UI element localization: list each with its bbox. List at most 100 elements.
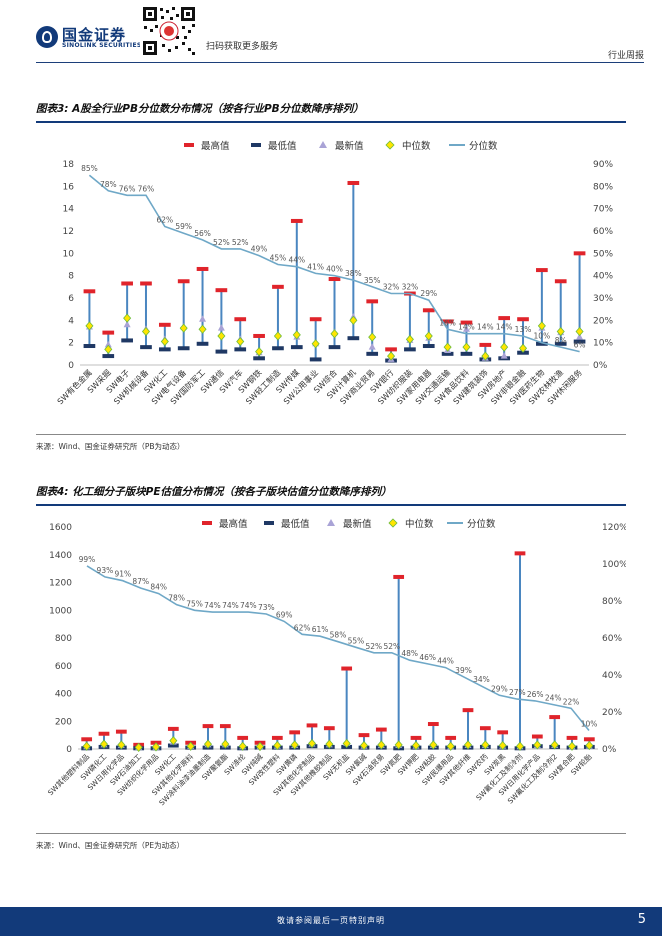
max-marker [536,268,548,273]
percentile-data-label: 14% [477,323,494,332]
max-marker [554,279,567,284]
percentile-data-label: 91% [114,570,131,579]
median-marker [429,740,438,750]
percentile-data-label: 32% [402,283,419,292]
min-marker [140,345,152,350]
latest-marker [104,340,112,348]
sinolink-logo-icon [36,26,58,48]
median-marker [405,334,414,344]
footer-bar [0,907,662,936]
y-tick-label: 6 [68,294,74,304]
percentile-data-label: 59% [175,222,192,231]
legend-min-marker [264,521,274,525]
max-marker [98,731,110,736]
y2-tick-label: 60% [602,634,622,644]
latest-marker [462,325,470,332]
percentile-data-label: 55% [348,636,365,645]
median-marker [217,331,226,341]
max-marker [215,288,228,293]
percentile-data-label: 27% [509,688,526,697]
y2-tick-label: 100% [602,560,626,570]
percentile-data-label: 49% [251,245,268,254]
percentile-data-label: 78% [100,180,117,189]
max-marker [290,218,303,223]
median-marker [575,326,584,337]
qr-code-icon[interactable] [140,4,198,58]
percentile-data-label: 22% [563,697,580,706]
min-marker [404,347,416,352]
median-marker [537,321,546,331]
max-marker [460,320,473,325]
median-marker [463,740,473,750]
y-tick-label: 400 [55,690,72,700]
min-marker [347,336,360,341]
percentile-data-label: 44% [437,657,454,666]
median-marker [123,313,132,323]
median-marker [330,329,339,339]
y-tick-label: 18 [63,160,75,170]
legend-max-marker [202,521,212,525]
legend-median-marker [385,140,395,150]
max-marker [517,317,529,322]
max-marker [498,316,511,321]
median-marker [585,740,594,751]
percentile-data-label: 73% [258,603,275,612]
y-tick-label: 2 [68,339,74,349]
max-marker [583,737,595,742]
latest-marker [217,324,225,331]
y2-tick-label: 0% [593,361,608,371]
percentile-data-label: 24% [545,694,562,703]
percentile-data-label: 10% [581,720,598,729]
median-marker [533,740,542,750]
y2-tick-label: 60% [593,227,613,237]
percentile-data-label: 52% [383,642,400,651]
y2-tick-label: 90% [593,160,613,170]
percentile-data-label: 74% [204,601,221,610]
latest-marker [576,333,584,340]
percentile-data-label: 26% [527,690,544,699]
percentile-data-label: 69% [276,610,293,619]
y2-tick-label: 120% [602,523,626,533]
y-tick-label: 0 [68,361,74,371]
percentile-data-label: 8% [555,336,567,345]
max-marker [393,574,405,579]
median-marker [411,740,421,751]
min-marker [422,344,435,349]
max-marker [573,251,586,256]
percentile-data-label: 48% [401,649,418,658]
pb-percentile-chart: 0 2 4 6 8 10 12 14 16 18 0% 10% 20% 30% 40% 50% 60% 70% 80… [55,140,614,406]
min-marker [196,341,209,346]
y-tick-label: 8 [68,272,74,282]
median-marker [238,741,247,751]
percentile-data-label: 99% [79,555,96,564]
max-marker [427,722,439,727]
max-marker [341,666,353,671]
max-marker [549,715,561,720]
min-marker [554,341,567,346]
y-tick-label: 200 [55,717,72,727]
legend-label: 中位数 [402,140,431,152]
median-marker [349,315,358,325]
max-marker [366,299,379,304]
median-marker [292,330,301,340]
footer-disclaimer[interactable]: 敬请参阅最后一页特别声明 [277,916,385,925]
max-marker [514,551,526,556]
median-marker [424,331,433,341]
percentile-data-label: 74% [240,601,257,610]
max-marker [158,322,171,327]
y2-tick-label: 70% [593,205,613,215]
median-marker [394,740,403,750]
percentile-data-label: 46% [419,653,436,662]
max-marker [177,279,190,284]
max-marker [497,730,509,735]
figure4-source: 来源：Wind、国金证券研究所（PE为动态） [36,841,185,850]
page-header: 国金证券 SINOLINK SECURITIES 扫码获取更多服务 行业周报 [0,0,662,62]
max-marker [375,727,387,732]
median-marker [179,323,188,333]
percentile-data-label: 13% [515,325,532,334]
figure3-title: 图表3: A股全行业PB分位数分布情况（按各行业PB分位数降序排列） [36,103,364,115]
y2-tick-label: 80% [602,597,622,607]
legend-label: 最高值 [219,518,248,530]
legend-min-marker [251,143,261,147]
median-marker [85,321,94,331]
